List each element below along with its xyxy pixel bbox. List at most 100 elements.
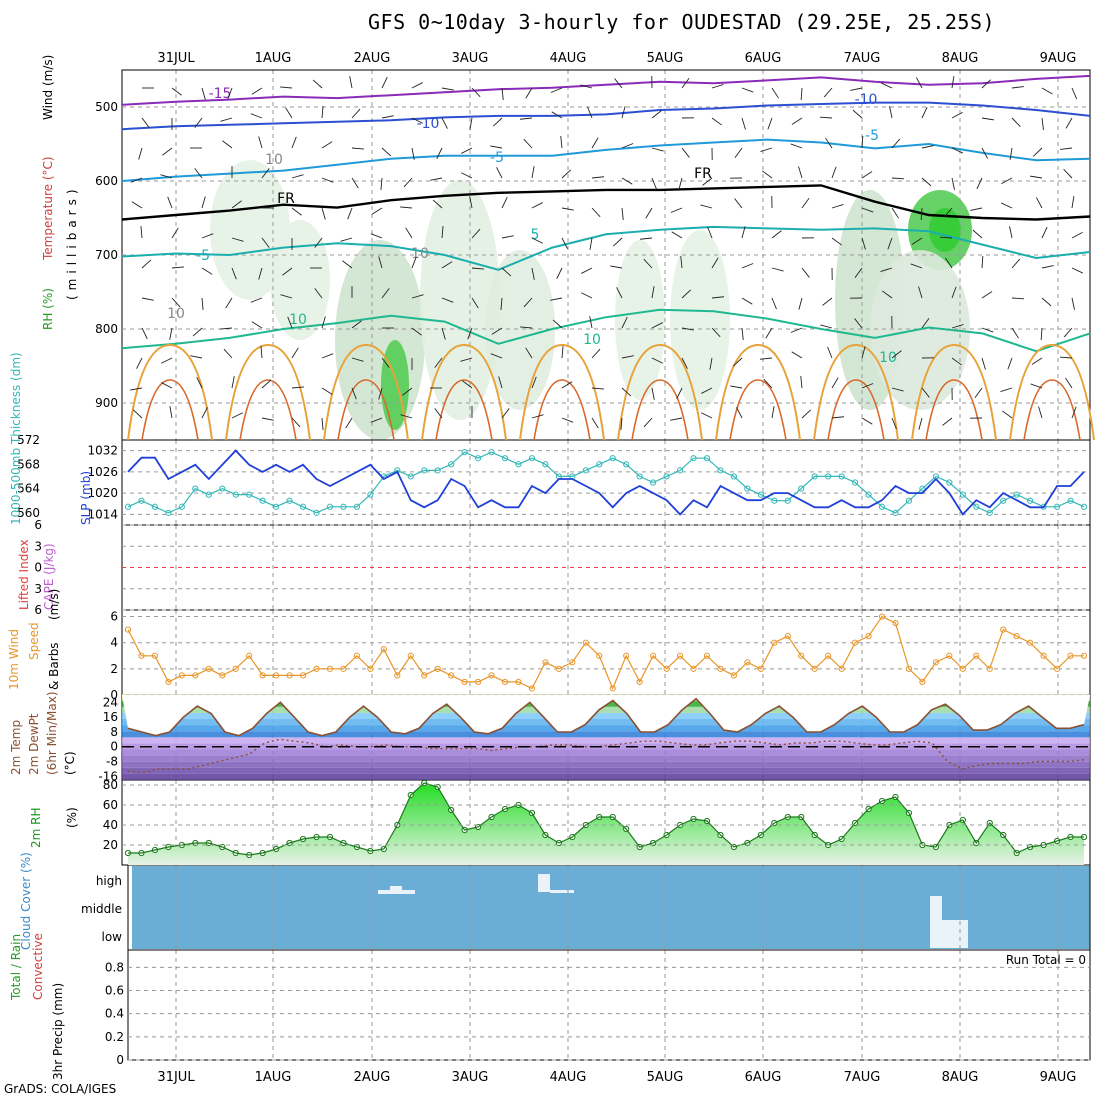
upper-wind-barb — [402, 387, 413, 396]
precip-tick: 0.4 — [105, 1007, 124, 1021]
temp-band — [122, 755, 1090, 762]
upper-wind-barb — [670, 207, 683, 213]
upper-wind-barb — [621, 143, 634, 149]
upper-wind-barb — [850, 87, 863, 91]
temp-label-0: 2m Temp — [9, 720, 23, 775]
upper-wind-barb — [702, 177, 713, 186]
upper-wind-barb — [974, 387, 983, 398]
upper-wind-barb — [194, 117, 203, 128]
isotherm-0 — [121, 74, 1091, 106]
upper-wind-barb — [171, 227, 179, 239]
upper-wind-barb — [321, 207, 326, 220]
rh-area — [128, 783, 1084, 865]
upper-wind-barb — [981, 327, 994, 333]
upper-wind-barb — [791, 351, 803, 359]
upper-wind-barb — [471, 228, 481, 239]
cloud-gap-5 — [930, 920, 968, 948]
upper-wind-barb — [201, 87, 206, 100]
warm-isotherm-arch — [323, 343, 409, 441]
upper-wind-barb — [889, 106, 893, 119]
upper-wind-barb — [378, 387, 383, 400]
upper-wind-barb — [131, 201, 143, 209]
upper-wind-barb — [231, 200, 242, 209]
upper-wind-barb — [520, 326, 533, 329]
upper-wind-barb — [525, 87, 533, 99]
panel-frame-slp_thickness — [121, 439, 1091, 526]
upper-wind-barb — [670, 417, 683, 421]
upper-wind-barb — [951, 177, 955, 190]
contour-label: -15 — [209, 86, 232, 102]
date-label-bottom: 31JUL — [157, 1070, 195, 1085]
wind-tick: 2 — [110, 662, 118, 676]
upper-wind-barb — [291, 207, 302, 216]
rh-label: RH (%) — [41, 288, 55, 330]
upper-wind-barb — [711, 84, 724, 89]
cloud-gap-3 — [550, 890, 574, 893]
temp-band — [122, 737, 1090, 744]
hot-isotherm-arch — [239, 379, 297, 441]
date-label-top: 6AUG — [745, 51, 782, 66]
hot-isotherm-arch — [337, 379, 395, 441]
rh-shade-9 — [670, 230, 730, 410]
upper-wind-barb — [887, 237, 893, 250]
upper-wind-barb — [201, 196, 206, 209]
upper-wind-barb — [591, 207, 601, 218]
upper-wind-barb — [741, 297, 753, 305]
upper-wind-barb — [201, 267, 213, 275]
upper-wind-barb — [891, 177, 905, 180]
upper-wind-barb — [852, 109, 863, 119]
temperature-line — [127, 697, 1085, 737]
upper-wind-barb — [141, 259, 152, 269]
upper-wind-barb — [441, 87, 454, 91]
upper-wind-barb — [261, 237, 270, 248]
upper-wind-barb — [1000, 387, 1013, 392]
temp-band — [122, 706, 1090, 713]
upper-wind-barb — [321, 353, 334, 359]
rh-shade-1 — [270, 220, 330, 340]
upper-wind-barb — [921, 387, 930, 398]
upper-wind-barb — [681, 289, 692, 299]
wind10m-label-4: (m/s) — [47, 589, 61, 620]
upper-wind-barb — [741, 87, 754, 93]
upper-wind-barb — [531, 202, 543, 209]
contour-label: -5 — [865, 128, 879, 144]
upper-wind-barb — [171, 87, 182, 96]
upper-wind-barb — [1071, 406, 1077, 419]
upper-wind-barb — [891, 350, 902, 359]
upper-wind-barb — [501, 197, 508, 209]
lifted-ylabel: Lifted Index CAPE (J/kg) — [17, 539, 56, 610]
warm-isotherm-arch — [519, 343, 605, 441]
upper-wind-barb — [227, 87, 233, 100]
temp-tick: 16 — [103, 710, 118, 724]
upper-wind-barb — [169, 327, 173, 340]
upper-wind-barb — [1031, 357, 1043, 365]
contour-label: 10 — [265, 152, 283, 168]
upper-wind-barb — [831, 377, 839, 389]
slp-ylabel: 1000-500mb Thickness (dm) SLP (mb) — [9, 352, 93, 525]
thickness-tick: 572 — [17, 433, 40, 447]
upper-wind-barb — [1041, 87, 1053, 95]
upper-wind-barb — [951, 147, 964, 154]
upper-wind-barb — [911, 237, 923, 245]
upper-wind-barb — [130, 387, 143, 391]
upper-wind-barb — [651, 147, 664, 152]
upper-wind-barb — [1038, 406, 1043, 419]
upper-wind-barb — [201, 233, 214, 239]
upper-wind-barb — [942, 417, 953, 426]
upper-wind-barb — [854, 318, 863, 329]
upper-wind-barb — [861, 346, 866, 359]
upper-wind-barb — [921, 318, 930, 329]
upper-wind-barb — [831, 166, 837, 179]
date-label-bottom: 1AUG — [255, 1070, 292, 1085]
upper-wind-barb — [171, 297, 181, 308]
upper-wind-barb — [434, 357, 443, 368]
lifted-tick: 3 — [34, 539, 42, 553]
thickness-tick: 560 — [17, 506, 40, 520]
upper-wind-barb — [981, 291, 993, 299]
lifted-tick: 3 — [34, 582, 42, 596]
wind-tick: 0 — [110, 688, 118, 702]
temp-label-3: (°C) — [63, 751, 77, 775]
upper-wind-barb — [970, 207, 983, 211]
upper-wind-barb — [587, 106, 593, 119]
date-label-bottom: 2AUG — [354, 1070, 391, 1085]
